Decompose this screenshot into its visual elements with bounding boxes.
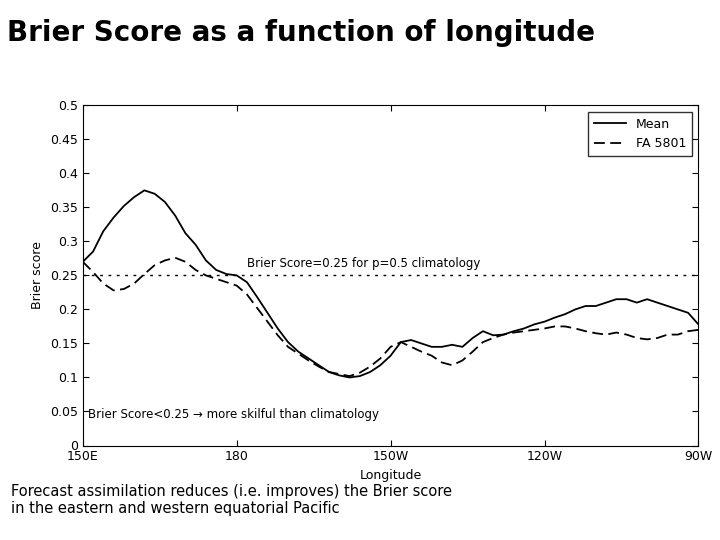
FA 5801 bbox=[694, 327, 703, 333]
X-axis label: Longitude: Longitude bbox=[359, 469, 422, 482]
Mean bbox=[233, 272, 241, 279]
Mean bbox=[304, 355, 312, 362]
FA 5801 bbox=[469, 348, 477, 355]
FA 5801 bbox=[171, 254, 179, 261]
Y-axis label: Brier score: Brier score bbox=[32, 241, 45, 309]
FA 5801 bbox=[304, 357, 312, 364]
FA 5801 bbox=[233, 282, 241, 289]
Text: Brier Score as a function of longitude: Brier Score as a function of longitude bbox=[7, 19, 595, 47]
Mean bbox=[428, 343, 436, 350]
Text: Brier Score<0.25 → more skilful than climatology: Brier Score<0.25 → more skilful than cli… bbox=[88, 408, 379, 421]
Mean bbox=[346, 374, 354, 381]
Mean bbox=[140, 187, 149, 194]
Text: Brier Score=0.25 for p=0.5 climatology: Brier Score=0.25 for p=0.5 climatology bbox=[247, 257, 480, 270]
FA 5801 bbox=[78, 259, 87, 265]
Text: Forecast assimilation reduces (i.e. improves) the Brier score
in the eastern and: Forecast assimilation reduces (i.e. impr… bbox=[11, 484, 452, 516]
FA 5801 bbox=[632, 335, 641, 341]
Mean bbox=[694, 321, 703, 328]
Line: Mean: Mean bbox=[83, 191, 698, 377]
FA 5801 bbox=[212, 275, 220, 282]
Mean bbox=[212, 267, 220, 273]
Mean bbox=[78, 259, 87, 265]
Mean bbox=[632, 299, 641, 306]
FA 5801 bbox=[346, 373, 354, 379]
Mean bbox=[469, 335, 477, 341]
FA 5801 bbox=[428, 353, 436, 359]
Legend: Mean, FA 5801: Mean, FA 5801 bbox=[588, 112, 692, 156]
Line: FA 5801: FA 5801 bbox=[83, 258, 698, 376]
